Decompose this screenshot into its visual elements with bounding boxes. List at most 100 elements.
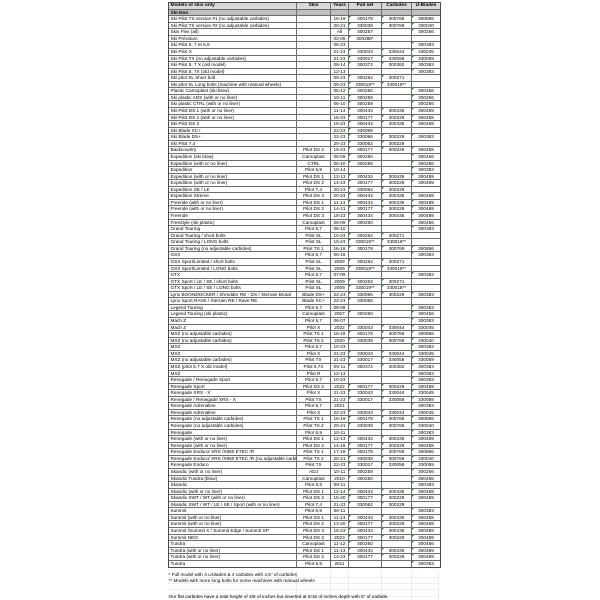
model-cell: MXZ (169, 350, 297, 357)
number-stored-as-text-flag-icon (412, 528, 414, 530)
number-stored-as-text-flag-icon (349, 134, 351, 137)
number-stored-as-text-flag-icon (412, 180, 414, 183)
full-set-cell (349, 318, 382, 324)
model-cell: Skandic Tundra (blow) (169, 475, 297, 482)
full-set-cell: 330043 (349, 409, 382, 416)
full-set-cell: 300434 (349, 199, 382, 206)
skis-cell (297, 55, 331, 62)
number-stored-as-text-flag-icon (382, 337, 384, 340)
u-blades-cell (412, 239, 440, 245)
table-row: Ski Précision 02-06 300288* (169, 35, 440, 43)
model-cell: Skandic SWT / WT / LE / SE / Sport (with… (169, 501, 297, 508)
carbides-cell: 330058 (382, 396, 412, 403)
number-stored-as-text-flag-icon (412, 226, 414, 229)
u-blades-cell (412, 128, 440, 134)
parts-cross-reference-table: Models of skis only Skis Years Full set … (168, 2, 441, 569)
u-blades-cell: 300456 (412, 311, 440, 317)
years-cell: 21-23 (331, 390, 349, 396)
u-blades-cell (412, 259, 440, 265)
model-cell: Ski Pilot 7,4 (169, 140, 297, 147)
years-cell: 2021 (331, 403, 349, 409)
table-row: Renegade Adrenaline Pilot 5,7 2021 30038… (169, 403, 440, 410)
u-blades-cell: 300489 (412, 514, 440, 521)
u-blades-cell: 300383 (412, 344, 440, 350)
u-blades-cell: 300489 (412, 488, 440, 495)
model-cell: Ski Pilot TS version #2 (no adjustable c… (169, 22, 297, 29)
number-stored-as-text-flag-icon (412, 147, 414, 150)
u-blades-cell: 330059 (412, 462, 440, 468)
years-cell: 02-06 (331, 35, 349, 42)
skis-cell: Pilot DS 1 (297, 199, 331, 206)
carbides-cell (382, 482, 412, 488)
carbides-cell (382, 35, 412, 42)
number-stored-as-text-flag-icon (412, 344, 414, 347)
carbides-cell (382, 560, 412, 568)
skis-cell: Blade XC+ (297, 298, 331, 304)
u-blades-cell: 300489 (412, 108, 440, 114)
years-cell: 21-23 (331, 357, 349, 363)
number-stored-as-text-flag-icon (349, 147, 351, 150)
carbides-cell (382, 101, 412, 107)
u-blades-cell: 300383 (412, 42, 440, 48)
years-cell: 11-13 (331, 547, 349, 554)
table-row: GTX Sport / LE / SE / LONG bolts Pilot S… (169, 285, 440, 292)
model-cell: Legend Touring (169, 304, 297, 311)
years-cell: 09-11 (331, 482, 349, 488)
table-row: Lynx Sport RAVE / Xterrain RE / Rave RE … (169, 298, 440, 305)
u-blades-cell: 330040 (412, 455, 440, 462)
model-cell: Skis Flex (all) (169, 29, 297, 35)
number-stored-as-text-flag-icon (412, 357, 414, 360)
years-cell: 20-23 (331, 193, 349, 199)
number-stored-as-text-flag-icon (412, 521, 414, 524)
skis-cell (297, 134, 331, 140)
u-blades-cell: 330045 (412, 48, 440, 55)
number-stored-as-text-flag-icon (412, 29, 414, 32)
model-cell: Summit (169, 508, 297, 514)
carbides-cell: 330044 (382, 324, 412, 331)
table-row: Ski plastic ADS (with or no liner) 10-11… (169, 94, 440, 102)
years-cell: 12-13 (331, 173, 349, 180)
skis-cell: Pilot R (297, 370, 331, 377)
years-cell: 16-19 (331, 331, 349, 337)
full-set-cell: 330043 (349, 350, 382, 357)
u-blades-cell: 300383 (412, 429, 440, 436)
table-row: Renegade (with or no liner) Pilot DS 2 1… (169, 442, 440, 450)
number-stored-as-text-flag-icon (349, 22, 351, 25)
full-set-cell: 330066 (349, 134, 382, 140)
number-stored-as-text-flag-icon (382, 62, 384, 65)
number-stored-as-text-flag-icon (349, 475, 351, 478)
u-blades-cell: 300383 (412, 318, 440, 324)
full-set-cell (349, 304, 382, 311)
full-set-cell: 300259 (349, 160, 382, 167)
skis-cell (297, 48, 331, 55)
u-blades-cell: 300256 (412, 468, 440, 475)
skis-cell: Pilot SL (297, 258, 331, 265)
u-blades-cell: 300456 (412, 475, 440, 482)
full-set-cell: 300178 (349, 245, 382, 252)
carbides-cell: 300271 (382, 258, 412, 265)
carbides-cell (382, 88, 412, 94)
number-stored-as-text-flag-icon (412, 396, 414, 399)
table-row: Renegade / Renegade XRS - X Pilot TX 21-… (169, 396, 440, 404)
model-cell: Renegade / Renegade Sport (169, 377, 297, 383)
u-blades-cell: 300856 (412, 331, 440, 337)
model-cell: MXZ (pilot 5,7 X old model) (169, 363, 297, 370)
number-stored-as-text-flag-icon (382, 331, 384, 334)
number-stored-as-text-flag-icon (382, 108, 384, 110)
skis-cell: Pilot X (297, 350, 331, 357)
skis-cell: Pilot TS 1 (297, 245, 331, 252)
number-stored-as-text-flag-icon (412, 423, 414, 425)
number-stored-as-text-flag-icon (412, 16, 414, 19)
number-stored-as-text-flag-icon (349, 278, 351, 281)
u-blades-cell: 300256 (412, 29, 440, 35)
number-stored-as-text-flag-icon (349, 206, 351, 209)
number-stored-as-text-flag-icon (349, 383, 351, 386)
u-blades-cell: 300456 (412, 219, 440, 226)
full-set-cell (349, 226, 382, 232)
u-blades-cell (412, 279, 440, 285)
u-blades-cell (412, 266, 440, 272)
model-cell: GSX Sport/Limited / LONG bolts (169, 265, 297, 272)
number-stored-as-text-flag-icon (412, 153, 414, 156)
u-blades-cell: 300456 (412, 153, 440, 160)
model-cell: Renegade Sport (169, 383, 297, 390)
